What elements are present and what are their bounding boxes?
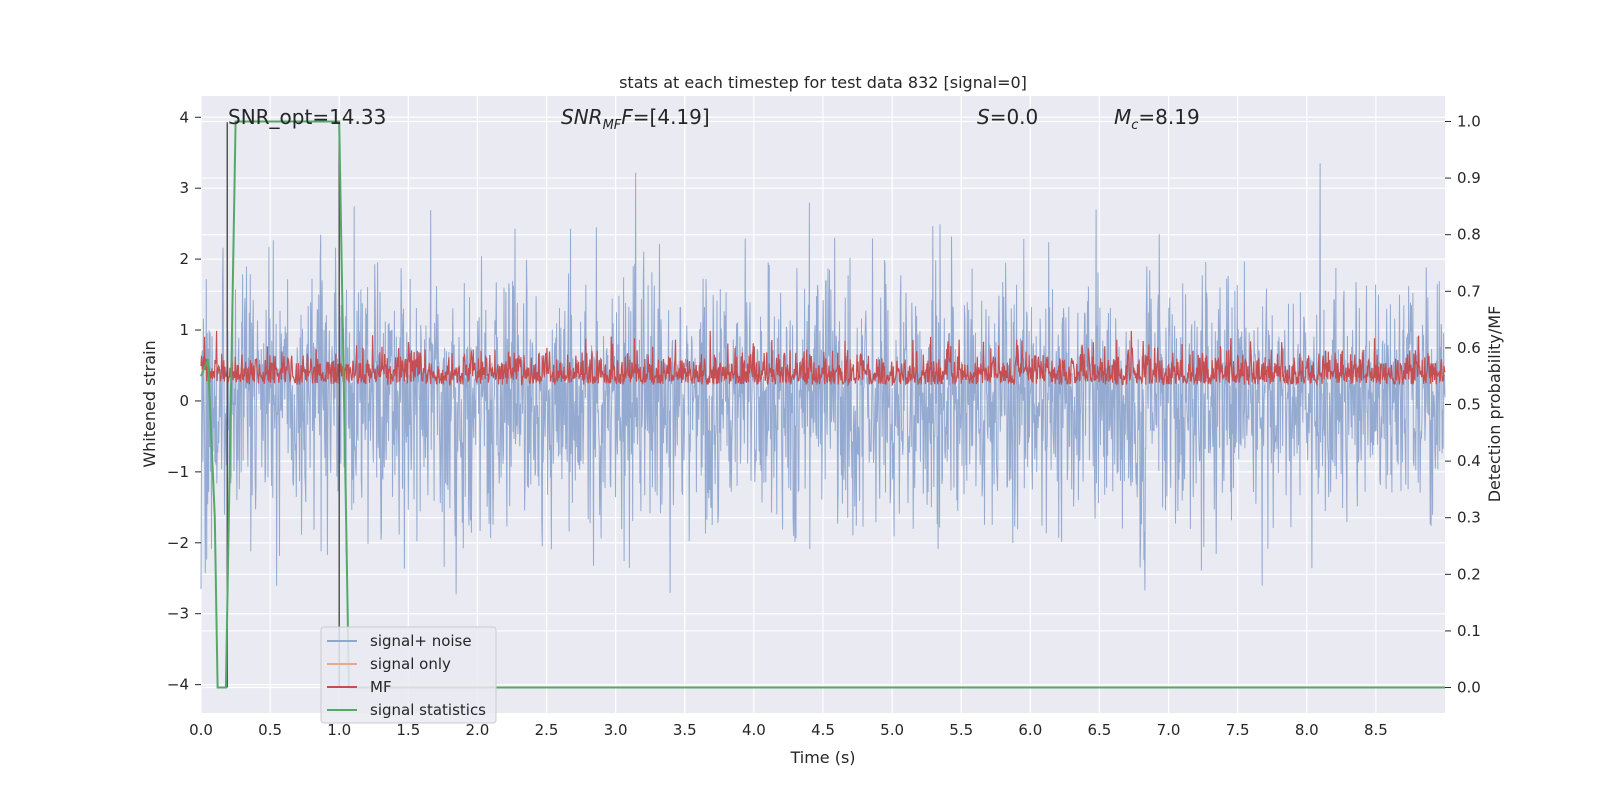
legend-label-signal-only: signal only [370, 655, 451, 673]
y2-tick-label: 0.5 [1457, 396, 1481, 414]
annotation-s: S=0.0 [977, 105, 1038, 129]
y2-tick-label: 0.1 [1457, 622, 1481, 640]
x-tick-label: 2.0 [466, 721, 490, 739]
x-tick-label: 3.5 [673, 721, 697, 739]
annotation-s-rest: =0.0 [990, 105, 1039, 129]
y-axis-label: Whitened strain [140, 340, 159, 467]
x-tick-label: 0.0 [189, 721, 213, 739]
series-mf [200, 330, 1446, 387]
x-tick-label: 6.0 [1018, 721, 1042, 739]
x-axis-label: Time (s) [789, 748, 855, 767]
y2-axis-label: Detection probability/MF [1485, 306, 1504, 503]
y-tick-label: 1 [179, 321, 189, 339]
annotation-snr-mf-main: SNR [561, 105, 603, 129]
annotation-s-main: S [977, 105, 990, 129]
y-tick-label: 4 [179, 108, 189, 126]
legend-box [320, 626, 497, 724]
annotation-snr-opt: SNR_opt=14.33 [228, 105, 386, 129]
x-tick-label: 6.5 [1088, 721, 1112, 739]
annotation-snr-mf-rest: =[4.19] [633, 105, 710, 129]
series-layer [200, 120, 1446, 689]
x-tick-label: 4.0 [742, 721, 766, 739]
y-tick-label: −4 [167, 676, 189, 694]
y-tick-label: −3 [167, 605, 189, 623]
annotation-mc-main: M [1114, 105, 1131, 129]
x-tick-label: 7.0 [1157, 721, 1181, 739]
legend-label-signal-noise: signal+ noise [370, 632, 472, 650]
y-tick-label: −2 [167, 534, 189, 552]
y2-tick-label: 0.6 [1457, 339, 1481, 357]
y-tick-label: 2 [179, 250, 189, 268]
y2-tick-label: 0.4 [1457, 452, 1481, 470]
x-tick-label: 5.0 [880, 721, 904, 739]
legend-label-signal-statistics: signal statistics [370, 701, 486, 719]
y-axis-ticks: −4 −3 −2 −1 0 1 2 3 4 [167, 108, 201, 694]
x-tick-label: 2.5 [535, 721, 559, 739]
series-signal-statistics [200, 120, 1445, 689]
x-axis-ticks: 0.0 0.5 1.0 1.5 2.0 2.5 3.0 3.5 4.0 4.5 5.0 5.5 6.0 6… [189, 721, 1388, 739]
x-tick-label: 8.5 [1364, 721, 1388, 739]
annotation-mc: Mc=8.19 [1114, 105, 1200, 133]
y2-tick-label: 0.0 [1457, 679, 1481, 697]
x-tick-label: 7.5 [1226, 721, 1250, 739]
x-tick-label: 1.5 [396, 721, 420, 739]
x-tick-label: 1.0 [327, 721, 351, 739]
y-tick-label: 0 [179, 392, 189, 410]
y2-axis-ticks: 0.0 0.1 0.2 0.3 0.4 0.5 0.6 0.7 0.8 0.9 1.0 [1445, 112, 1481, 697]
legend: signal+ noise signal only MF signal stat… [320, 626, 497, 724]
x-tick-label: 8.0 [1295, 721, 1319, 739]
annotation-mc-rest: =8.19 [1138, 105, 1199, 129]
y2-tick-label: 0.8 [1457, 226, 1481, 244]
y2-tick-label: 1.0 [1457, 112, 1481, 130]
y2-tick-label: 0.3 [1457, 509, 1481, 527]
annotation-mc-sub: c [1131, 118, 1138, 133]
annotation-snr-mf: SNRMFF=[4.19] [561, 105, 710, 133]
legend-label-mf: MF [370, 678, 392, 696]
x-tick-label: 4.5 [811, 721, 835, 739]
y2-tick-label: 0.7 [1457, 282, 1481, 300]
y-tick-label: −1 [167, 463, 189, 481]
y-tick-label: 3 [179, 179, 189, 197]
x-tick-label: 3.0 [604, 721, 628, 739]
x-tick-label: 0.5 [258, 721, 282, 739]
y2-tick-label: 0.9 [1457, 169, 1481, 187]
x-tick-label: 5.5 [949, 721, 973, 739]
chart-title: stats at each timestep for test data 832… [619, 73, 1027, 92]
annotation-snr-mf-f: F [621, 105, 633, 129]
y2-tick-label: 0.2 [1457, 565, 1481, 583]
annotation-snr-mf-sub: MF [603, 118, 622, 133]
